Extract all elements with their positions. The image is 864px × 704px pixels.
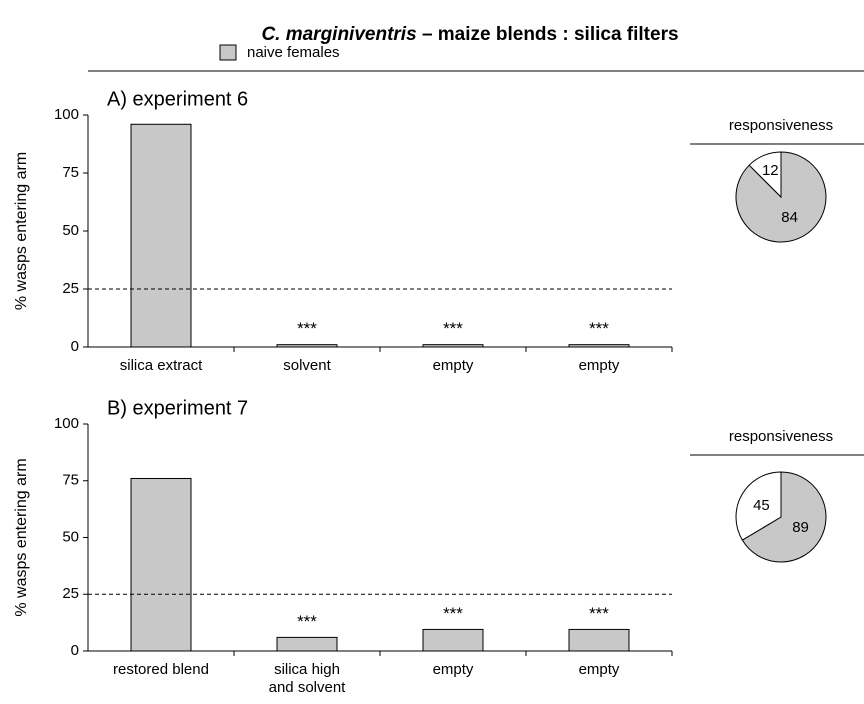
- bar: [422, 628, 484, 652]
- y-tick-label: 0: [71, 338, 79, 355]
- y-axis-label: % wasps entering arm: [13, 152, 30, 310]
- x-tick-label: empty: [578, 357, 620, 374]
- x-tick-label: empty: [432, 661, 474, 678]
- bar: [568, 344, 630, 348]
- pie-slice: [741, 471, 827, 563]
- y-tick-label: 100: [54, 106, 79, 123]
- y-tick-label: 100: [54, 415, 79, 432]
- pie-label: 84: [781, 209, 798, 226]
- x-tick-label: restored blend: [113, 661, 209, 678]
- y-tick-label: 25: [62, 280, 79, 297]
- bar: [130, 123, 192, 348]
- title-rest: – maize blends : silica filters: [422, 24, 679, 45]
- significance-label: ***: [443, 604, 463, 623]
- panel-title: A) experiment 6: [107, 88, 248, 110]
- y-tick-label: 0: [71, 642, 79, 659]
- pie-title: responsiveness: [729, 428, 833, 445]
- y-tick-label: 50: [62, 528, 79, 545]
- significance-label: ***: [297, 319, 317, 338]
- bar: [422, 344, 484, 348]
- y-tick-label: 75: [62, 164, 79, 181]
- bar: [568, 628, 630, 652]
- pie-label: 89: [792, 519, 809, 536]
- x-tick-label: solvent: [283, 357, 331, 374]
- y-tick-label: 50: [62, 222, 79, 239]
- x-tick-label: silica extract: [119, 357, 203, 374]
- significance-label: ***: [297, 612, 317, 631]
- x-tick-label: empty: [578, 661, 620, 678]
- pie-label: 12: [762, 162, 779, 179]
- bar: [276, 636, 338, 652]
- y-axis-label: % wasps entering arm: [13, 458, 30, 616]
- significance-label: ***: [443, 319, 463, 338]
- pie-slice: [735, 471, 782, 541]
- panel-title: B) experiment 7: [107, 397, 248, 419]
- chart-title: C. marginiventris – maize blends : silic…: [261, 24, 678, 45]
- significance-label: ***: [589, 604, 609, 623]
- bar: [130, 477, 192, 652]
- y-tick-label: 25: [62, 585, 79, 602]
- bar: [276, 344, 338, 348]
- legend-label: naive females: [247, 44, 340, 61]
- pie-label: 45: [753, 497, 770, 514]
- legend-swatch: [219, 44, 237, 61]
- significance-label: ***: [589, 319, 609, 338]
- x-tick-label: empty: [432, 357, 474, 374]
- x-tick-label: silica high and solvent: [268, 661, 346, 696]
- y-tick-label: 75: [62, 472, 79, 489]
- title-italic: C. marginiventris: [261, 24, 416, 45]
- pie-slice: [748, 151, 782, 199]
- pie-title: responsiveness: [729, 117, 833, 134]
